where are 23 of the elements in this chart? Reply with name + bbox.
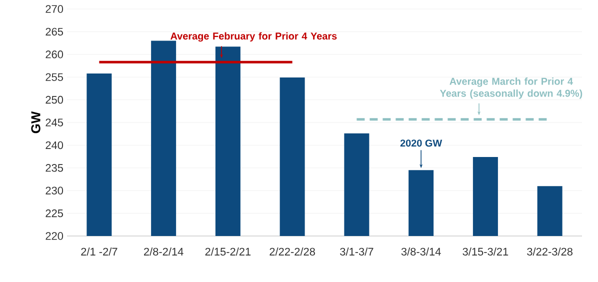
y-tick-label: 265 [46,28,64,36]
x-tick-label: 3/15-3/21 [462,248,508,256]
y-tick-label: 235 [46,164,64,172]
ref-line-label: Average February for Prior 4 Years [170,32,337,42]
x-tick-label: 2/1 -2/7 [81,248,118,256]
y-tick-label: 255 [46,73,64,81]
ref-line-label: Average March for Prior 4 Years (seasonally down 4.9%) [440,78,582,99]
y-axis-title: GW [31,111,40,134]
y-tick-label: 225 [46,209,64,218]
y-tick-label: 220 [46,232,64,240]
x-tick-label: 3/1-3/7 [340,248,374,256]
x-tick-label: 3/22-3/28 [527,248,572,256]
y-tick-label: 240 [46,141,64,150]
y-tick-label: 260 [46,50,64,58]
x-tick-label: 2/15-2/21 [205,248,251,256]
y-tick-label: 245 [46,118,64,126]
x-tick-label: 3/8-3/14 [401,248,441,256]
y-tick-label: 270 [46,5,64,13]
x-tick-label: 2/8-2/14 [144,248,184,256]
annotation: 2020 GW [400,140,442,147]
y-tick-label: 230 [46,186,64,194]
x-tick-label: 2/22-2/28 [270,248,315,256]
y-tick-label: 250 [46,96,64,104]
